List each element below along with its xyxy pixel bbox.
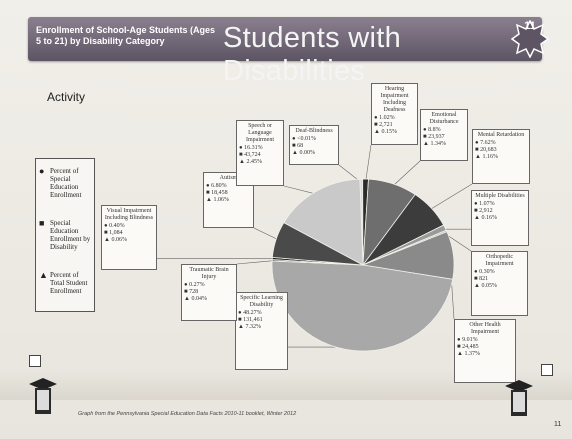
slice-label-8: Traumatic Brain Injury ● 0.27% ■ 728 ▲ 0.04…	[181, 264, 237, 321]
slice-name: Other Health Impairment	[469, 322, 501, 335]
slice-name: Emotional Disturbance	[429, 112, 459, 125]
slice-count: ■ 23,937	[423, 134, 445, 140]
circle-icon: ●	[39, 166, 45, 176]
slice-count: ■ 2,912	[474, 208, 493, 214]
slice-count: ■ 43,724	[239, 152, 261, 158]
slice-count: ■ 728	[184, 289, 199, 295]
leader-line-10	[253, 227, 280, 241]
slide-title: Students with Disabilities	[223, 22, 401, 87]
slice-percent: ● 1.02%	[374, 115, 395, 121]
slice-name: Deaf-Blindness	[295, 128, 333, 134]
slice-total-percent: ▲ 1.34%	[423, 141, 446, 147]
square-icon: ■	[39, 218, 45, 228]
slice-name: Specific Learning Disability	[240, 295, 283, 308]
slice-percent: ● 8.8%	[423, 127, 441, 133]
page-number: 11	[554, 421, 562, 428]
slice-count: ■ 1,084	[104, 230, 123, 236]
slice-percent: ● 7.62%	[475, 140, 496, 146]
checkbox-left[interactable]	[29, 355, 41, 367]
leader-line-11	[283, 185, 318, 195]
slide-number-badge: 11	[510, 19, 550, 59]
slice-total-percent: ▲ 0.05%	[474, 283, 497, 289]
slice-percent: ● 1.07%	[474, 201, 495, 207]
slice-count: ■ 20,683	[475, 147, 497, 153]
graduation-cap-icon-right	[505, 380, 533, 416]
slice-total-percent: ▲ 1.37%	[457, 351, 480, 357]
slice-name: Mental Retardation	[477, 132, 525, 138]
slice-total-percent: ▲ 2.45%	[239, 159, 262, 165]
legend: ● Percent of Special Education Enrollmen…	[35, 158, 95, 312]
slice-name: Orthopedic Impairment	[485, 254, 514, 267]
title-banner: Enrollment of School-Age Students (Ages …	[28, 17, 542, 87]
slice-label-5: Orthopedic Impairment ● 0.30% ■ 821 ▲ 0.05%	[471, 251, 528, 316]
graduation-cap-icon-left	[29, 378, 57, 414]
slice-label-7: Specific Learning Disability ● 48.27% ■ 13…	[235, 292, 288, 370]
leader-line-1	[365, 144, 372, 183]
starburst-icon	[510, 19, 550, 59]
slice-percent: ● 16.31%	[239, 145, 263, 151]
slice-name: Hearing Impairment Including Deafness	[380, 86, 409, 113]
leader-line-2	[391, 160, 421, 188]
footer-source: Graph from the Pennsylvania Special Educ…	[78, 411, 297, 417]
slice-total-percent: ▲ 7.32%	[238, 324, 261, 330]
slice-name: Multiple Disabilities	[475, 193, 525, 199]
slice-count: ■ 821	[474, 276, 489, 282]
slice-label-3: Mental Retardation ● 7.62% ■ 20,683 ▲ 1.16%	[472, 129, 530, 184]
triangle-icon: ▲	[39, 270, 48, 280]
pie-slice-11	[283, 178, 364, 266]
slice-name: Autism	[219, 175, 238, 181]
pie-slices	[271, 178, 455, 352]
slice-count: ■ 2,721	[374, 122, 393, 128]
slice-percent: ● 0.27%	[184, 282, 205, 288]
checkbox-right[interactable]	[541, 364, 553, 376]
slice-label-1: Hearing Impairment Including Deafness ● 1…	[371, 83, 418, 145]
slice-percent: ● <0.01%	[292, 136, 317, 142]
slice-label-0: Deaf-Blindness ● <0.01% ■ 68 ▲ 0.00%	[289, 125, 339, 165]
legend-text: Special Education Enrollment by Disabili…	[50, 219, 91, 251]
slice-label-6: Other Health Impairment ● 9.01% ■ 24,485 ▲ …	[454, 319, 516, 383]
slice-percent: ● 6.80%	[206, 183, 227, 189]
legend-text: Percent of Special Education Enrollment	[50, 167, 82, 199]
slice-total-percent: ▲ 0.06%	[104, 237, 127, 243]
legend-text: Percent of Total Student Enrollment	[50, 271, 88, 295]
slice-total-percent: ▲ 0.16%	[474, 215, 497, 221]
slice-count: ■ 18,458	[206, 190, 228, 196]
slice-total-percent: ▲ 1.06%	[206, 197, 229, 203]
slice-label-2: Emotional Disturbance ● 8.8% ■ 23,937 ▲ 1.3…	[420, 109, 468, 161]
slice-total-percent: ▲ 0.04%	[184, 296, 207, 302]
slice-percent: ● 48.27%	[238, 310, 262, 316]
slice-count: ■ 68	[292, 143, 304, 149]
leader-line-8	[236, 260, 276, 265]
slice-name: Traumatic Brain Injury	[189, 267, 229, 280]
slice-label-4: Multiple Disabilities ● 1.07% ■ 2,912 ▲ 0.1…	[471, 190, 529, 246]
slice-label-11: Speech or Language Impairment ● 16.31% ■ 4…	[236, 120, 284, 186]
slice-total-percent: ▲ 0.00%	[292, 150, 315, 156]
section-label: Activity	[47, 90, 86, 104]
badge-number: 11	[524, 20, 536, 32]
slice-count: ■ 131,461	[238, 317, 263, 323]
slice-name: Visual Impairment Including Blindness	[104, 208, 154, 221]
slice-percent: ● 0.40%	[104, 223, 125, 229]
slice-name: Speech or Language Impairment	[246, 123, 274, 143]
slice-total-percent: ▲ 1.16%	[475, 154, 498, 160]
slice-percent: ● 0.30%	[474, 269, 495, 275]
leader-line-3	[428, 183, 473, 211]
slice-label-9: Visual Impairment Including Blindness ● 0…	[101, 205, 157, 270]
banner-subtitle: Enrollment of School-Age Students (Ages …	[36, 25, 216, 46]
slice-percent: ● 9.01%	[457, 337, 478, 343]
slice-count: ■ 24,485	[457, 344, 479, 350]
slice-total-percent: ▲ 0.15%	[374, 129, 397, 135]
